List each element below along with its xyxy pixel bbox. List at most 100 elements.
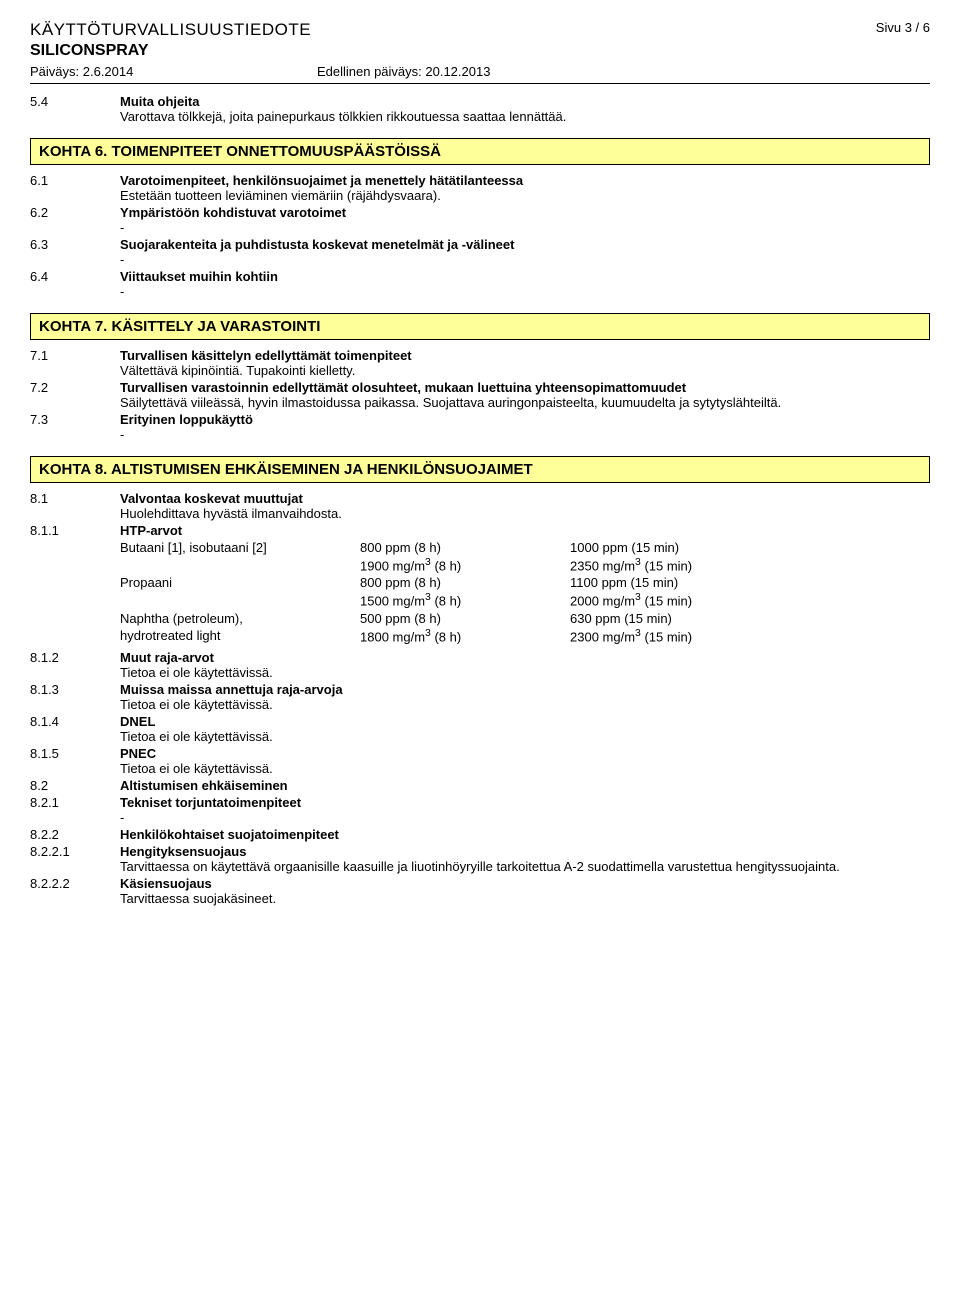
htp-value-8h: 800 ppm (8 h) — [360, 575, 570, 590]
htp-value-8h: 800 ppm (8 h) — [360, 540, 570, 555]
section-title: HTP-arvot — [120, 523, 930, 538]
section-number: 8.2 — [30, 778, 120, 793]
section-5-4: 5.4 Muita ohjeita Varottava tölkkejä, jo… — [30, 94, 930, 124]
section-8-2-2-1: 8.2.2.1 Hengityksensuojaus Tarvittaessa … — [30, 844, 930, 874]
section-number: 8.1.3 — [30, 682, 120, 712]
section-number: 7.1 — [30, 348, 120, 378]
section-title: Käsiensuojaus — [120, 876, 930, 891]
section-title: Muita ohjeita — [120, 94, 930, 109]
section-8-2-2-2: 8.2.2.2 Käsiensuojaus Tarvittaessa suoja… — [30, 876, 930, 906]
section-title: DNEL — [120, 714, 930, 729]
section-6-2: 6.2 Ympäristöön kohdistuvat varotoimet - — [30, 205, 930, 235]
htp-substance — [120, 557, 360, 573]
section-8-1-2: 8.1.2 Muut raja-arvot Tietoa ei ole käyt… — [30, 650, 930, 680]
doc-title: KÄYTTÖTURVALLISUUSTIEDOTE — [30, 20, 311, 40]
date-previous: Edellinen päiväys: 20.12.2013 — [317, 64, 490, 79]
htp-value-8h: 500 ppm (8 h) — [360, 611, 570, 626]
section-title: Hengityksensuojaus — [120, 844, 930, 859]
kohta-6-header: KOHTA 6. TOIMENPITEET ONNETTOMUUSPÄÄSTÖI… — [30, 138, 930, 165]
product-name: SILICONSPRAY — [30, 42, 311, 60]
section-6-3: 6.3 Suojarakenteita ja puhdistusta koske… — [30, 237, 930, 267]
section-number: 8.2.2 — [30, 827, 120, 842]
section-title: Valvontaa koskevat muuttujat — [120, 491, 930, 506]
section-number: 8.2.2.2 — [30, 876, 120, 906]
section-7-3: 7.3 Erityinen loppukäyttö - — [30, 412, 930, 442]
htp-value-15min: 2000 mg/m3 (15 min) — [570, 592, 930, 608]
section-number: 8.2.2.1 — [30, 844, 120, 874]
section-number: 6.3 — [30, 237, 120, 267]
section-6-4: 6.4 Viittaukset muihin kohtiin - — [30, 269, 930, 299]
section-body: Huolehdittava hyvästä ilmanvaihdosta. — [120, 506, 930, 521]
htp-substance: Butaani [1], isobutaani [2] — [120, 540, 360, 555]
section-8-1-4: 8.1.4 DNEL Tietoa ei ole käytettävissä. — [30, 714, 930, 744]
section-title: Muut raja-arvot — [120, 650, 930, 665]
section-body: Varottava tölkkejä, joita painepurkaus t… — [120, 109, 930, 124]
htp-value-15min: 2350 mg/m3 (15 min) — [570, 557, 930, 573]
section-8-1-3: 8.1.3 Muissa maissa annettuja raja-arvoj… — [30, 682, 930, 712]
section-body: Estetään tuotteen leviäminen viemäriin (… — [120, 188, 930, 203]
section-body: Tietoa ei ole käytettävissä. — [120, 729, 930, 744]
section-number: 7.3 — [30, 412, 120, 442]
section-title: Viittaukset muihin kohtiin — [120, 269, 930, 284]
section-title: Turvallisen varastoinnin edellyttämät ol… — [120, 380, 930, 395]
date-current: Päiväys: 2.6.2014 — [30, 64, 133, 79]
section-title: Ympäristöön kohdistuvat varotoimet — [120, 205, 930, 220]
htp-value-15min: 2300 mg/m3 (15 min) — [570, 628, 930, 644]
section-8-2: 8.2 Altistumisen ehkäiseminen — [30, 778, 930, 793]
htp-substance — [120, 592, 360, 608]
htp-substance: hydrotreated light — [120, 628, 360, 644]
section-body: Tietoa ei ole käytettävissä. — [120, 761, 930, 776]
section-number: 8.1.2 — [30, 650, 120, 680]
section-title: Erityinen loppukäyttö — [120, 412, 930, 427]
section-body: Säilytettävä viileässä, hyvin ilmastoidu… — [120, 395, 930, 410]
section-body: Tarvittaessa on käytettävä orgaanisille … — [120, 859, 930, 874]
section-6-1: 6.1 Varotoimenpiteet, henkilönsuojaimet … — [30, 173, 930, 203]
section-8-1-1: 8.1.1 HTP-arvot — [30, 523, 930, 538]
section-body: Tietoa ei ole käytettävissä. — [120, 665, 930, 680]
divider — [30, 83, 930, 84]
section-body: Tietoa ei ole käytettävissä. — [120, 697, 930, 712]
kohta-7-header: KOHTA 7. KÄSITTELY JA VARASTOINTI — [30, 313, 930, 340]
htp-value-8h: 1500 mg/m3 (8 h) — [360, 592, 570, 608]
section-title: Varotoimenpiteet, henkilönsuojaimet ja m… — [120, 173, 930, 188]
page-number: Sivu 3 / 6 — [876, 20, 930, 35]
section-number: 8.1.4 — [30, 714, 120, 744]
section-number: 5.4 — [30, 94, 120, 124]
date-row: Päiväys: 2.6.2014 Edellinen päiväys: 20.… — [30, 64, 930, 79]
section-title: Henkilökohtaiset suojatoimenpiteet — [120, 827, 930, 842]
section-8-2-2: 8.2.2 Henkilökohtaiset suojatoimenpiteet — [30, 827, 930, 842]
section-number: 6.4 — [30, 269, 120, 299]
section-body: Tarvittaessa suojakäsineet. — [120, 891, 930, 906]
section-number: 6.1 — [30, 173, 120, 203]
section-title: Tekniset torjuntatoimenpiteet — [120, 795, 930, 810]
htp-value-8h: 1800 mg/m3 (8 h) — [360, 628, 570, 644]
section-body: - — [120, 284, 930, 299]
htp-table: Butaani [1], isobutaani [2] 800 ppm (8 h… — [120, 540, 930, 644]
section-8-1: 8.1 Valvontaa koskevat muuttujat Huolehd… — [30, 491, 930, 521]
htp-value-15min: 1000 ppm (15 min) — [570, 540, 930, 555]
section-body: - — [120, 252, 930, 267]
section-8-1-5: 8.1.5 PNEC Tietoa ei ole käytettävissä. — [30, 746, 930, 776]
page-header: KÄYTTÖTURVALLISUUSTIEDOTE SILICONSPRAY S… — [30, 20, 930, 60]
htp-substance: Propaani — [120, 575, 360, 590]
section-number: 8.1.5 — [30, 746, 120, 776]
section-title: Altistumisen ehkäiseminen — [120, 778, 930, 793]
section-body: - — [120, 810, 930, 825]
htp-value-15min: 630 ppm (15 min) — [570, 611, 930, 626]
kohta-8-header: KOHTA 8. ALTISTUMISEN EHKÄISEMINEN JA HE… — [30, 456, 930, 483]
section-7-1: 7.1 Turvallisen käsittelyn edellyttämät … — [30, 348, 930, 378]
section-title: Muissa maissa annettuja raja-arvoja — [120, 682, 930, 697]
section-number: 8.2.1 — [30, 795, 120, 825]
section-7-2: 7.2 Turvallisen varastoinnin edellyttämä… — [30, 380, 930, 410]
section-title: PNEC — [120, 746, 930, 761]
section-8-2-1: 8.2.1 Tekniset torjuntatoimenpiteet - — [30, 795, 930, 825]
section-number: 6.2 — [30, 205, 120, 235]
section-number: 8.1.1 — [30, 523, 120, 538]
section-title: Turvallisen käsittelyn edellyttämät toim… — [120, 348, 930, 363]
section-number: 7.2 — [30, 380, 120, 410]
htp-value-8h: 1900 mg/m3 (8 h) — [360, 557, 570, 573]
htp-substance: Naphtha (petroleum), — [120, 611, 360, 626]
section-body: - — [120, 220, 930, 235]
section-body: Vältettävä kipinöintiä. Tupakointi kiell… — [120, 363, 930, 378]
section-title: Suojarakenteita ja puhdistusta koskevat … — [120, 237, 930, 252]
